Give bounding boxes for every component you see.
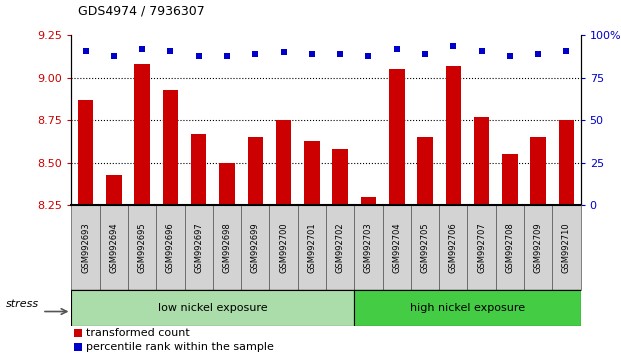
FancyBboxPatch shape	[524, 205, 552, 290]
Bar	[248, 137, 263, 205]
Text: high nickel exposure: high nickel exposure	[410, 303, 525, 313]
Point	[335, 51, 345, 57]
Bar	[361, 197, 376, 205]
FancyBboxPatch shape	[439, 205, 468, 290]
Text: GSM992706: GSM992706	[449, 222, 458, 273]
Text: GSM992696: GSM992696	[166, 222, 175, 273]
Bar	[355, 290, 581, 326]
Text: low nickel exposure: low nickel exposure	[158, 303, 268, 313]
Text: GDS4974 / 7936307: GDS4974 / 7936307	[78, 5, 204, 18]
Text: GSM992709: GSM992709	[533, 222, 543, 273]
Bar	[163, 90, 178, 205]
FancyBboxPatch shape	[383, 205, 411, 290]
Bar	[219, 163, 235, 205]
Bar	[445, 66, 461, 205]
Text: GSM992705: GSM992705	[420, 222, 430, 273]
Text: GSM992697: GSM992697	[194, 222, 203, 273]
FancyBboxPatch shape	[184, 205, 213, 290]
Text: GSM992701: GSM992701	[307, 222, 316, 273]
Bar	[106, 175, 122, 205]
FancyBboxPatch shape	[355, 205, 383, 290]
FancyBboxPatch shape	[468, 205, 496, 290]
FancyBboxPatch shape	[326, 205, 355, 290]
Text: GSM992707: GSM992707	[477, 222, 486, 273]
Point	[194, 53, 204, 59]
Bar	[417, 137, 433, 205]
Text: GSM992693: GSM992693	[81, 222, 90, 273]
FancyBboxPatch shape	[270, 205, 297, 290]
FancyBboxPatch shape	[71, 205, 100, 290]
Bar	[71, 290, 355, 326]
Point	[250, 51, 260, 57]
Bar	[191, 134, 207, 205]
Bar	[502, 154, 518, 205]
FancyBboxPatch shape	[241, 205, 270, 290]
Point	[420, 51, 430, 57]
Text: GSM992695: GSM992695	[138, 222, 147, 273]
Text: GSM992702: GSM992702	[336, 222, 345, 273]
Point	[392, 46, 402, 52]
FancyBboxPatch shape	[297, 205, 326, 290]
Text: GSM992708: GSM992708	[505, 222, 514, 273]
Text: GSM992703: GSM992703	[364, 222, 373, 273]
Text: transformed count: transformed count	[86, 328, 190, 338]
Point	[505, 53, 515, 59]
Bar	[134, 64, 150, 205]
Bar	[530, 137, 546, 205]
Point	[561, 48, 571, 53]
FancyBboxPatch shape	[156, 205, 184, 290]
Point	[307, 51, 317, 57]
Point	[81, 48, 91, 53]
FancyBboxPatch shape	[552, 205, 581, 290]
Text: GSM992699: GSM992699	[251, 222, 260, 273]
Text: GSM992710: GSM992710	[562, 222, 571, 273]
Bar	[559, 120, 574, 205]
Bar	[75, 343, 82, 351]
Point	[109, 53, 119, 59]
Point	[137, 46, 147, 52]
Text: GSM992694: GSM992694	[109, 222, 119, 273]
Point	[165, 48, 175, 53]
Text: stress: stress	[6, 299, 39, 309]
Bar	[332, 149, 348, 205]
Bar	[78, 100, 93, 205]
FancyBboxPatch shape	[128, 205, 156, 290]
FancyBboxPatch shape	[411, 205, 439, 290]
Point	[279, 50, 289, 55]
Bar	[276, 120, 291, 205]
Bar	[75, 329, 82, 337]
Text: GSM992704: GSM992704	[392, 222, 401, 273]
Bar	[474, 117, 489, 205]
FancyBboxPatch shape	[496, 205, 524, 290]
Point	[363, 53, 373, 59]
Text: GSM992700: GSM992700	[279, 222, 288, 273]
Point	[533, 51, 543, 57]
Point	[477, 48, 487, 53]
Point	[222, 53, 232, 59]
FancyBboxPatch shape	[213, 205, 241, 290]
Bar	[304, 141, 320, 205]
Text: percentile rank within the sample: percentile rank within the sample	[86, 342, 274, 352]
Text: GSM992698: GSM992698	[222, 222, 232, 273]
Bar	[389, 69, 404, 205]
FancyBboxPatch shape	[100, 205, 128, 290]
Point	[448, 43, 458, 48]
